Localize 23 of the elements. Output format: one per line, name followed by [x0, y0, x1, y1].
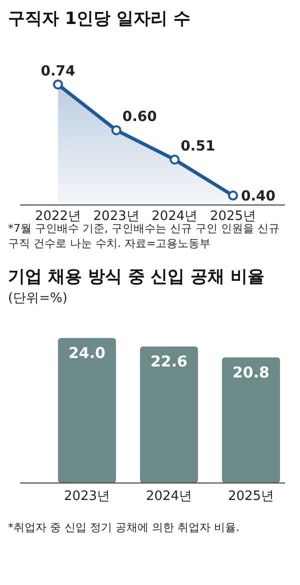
data-label: 20.8: [232, 363, 270, 382]
data-label: 0.40: [241, 188, 276, 205]
data-label: 0.74: [40, 63, 76, 80]
data-label: 24.0: [68, 344, 106, 362]
chart-title: 구직자 1인당 일자리 수: [8, 9, 191, 29]
annotation: *7월 구인배수 기준, 구인배수는 신규 구인 인원을 신규 구직 건수로 나눈 수치. 자료=고용노동부: [8, 222, 280, 250]
x-tick-label: 2023년: [93, 209, 140, 224]
x-tick-label: 2022년: [34, 209, 82, 224]
chart-subtitle: (단위=%): [8, 291, 68, 306]
point: [53, 79, 63, 90]
text: *취업자 중 신입 정기 공채에 의한 취업자 비율.: [8, 521, 240, 534]
point: [170, 154, 180, 165]
point: [111, 125, 122, 136]
data-label: 0.60: [122, 109, 158, 126]
x-tick-label: 2025년: [228, 489, 274, 504]
x-tick-label: 2023년: [64, 489, 110, 504]
x-tick-label: 2024년: [152, 209, 198, 224]
data-label: 22.6: [150, 352, 188, 370]
point: [228, 190, 238, 201]
data-label: 0.51: [180, 138, 216, 155]
x-tick-label: 2025년: [210, 209, 256, 224]
chart-title: 기업 채용 방식 중 신입 공채 비율: [8, 267, 265, 287]
x-tick-label: 2024년: [146, 489, 192, 504]
